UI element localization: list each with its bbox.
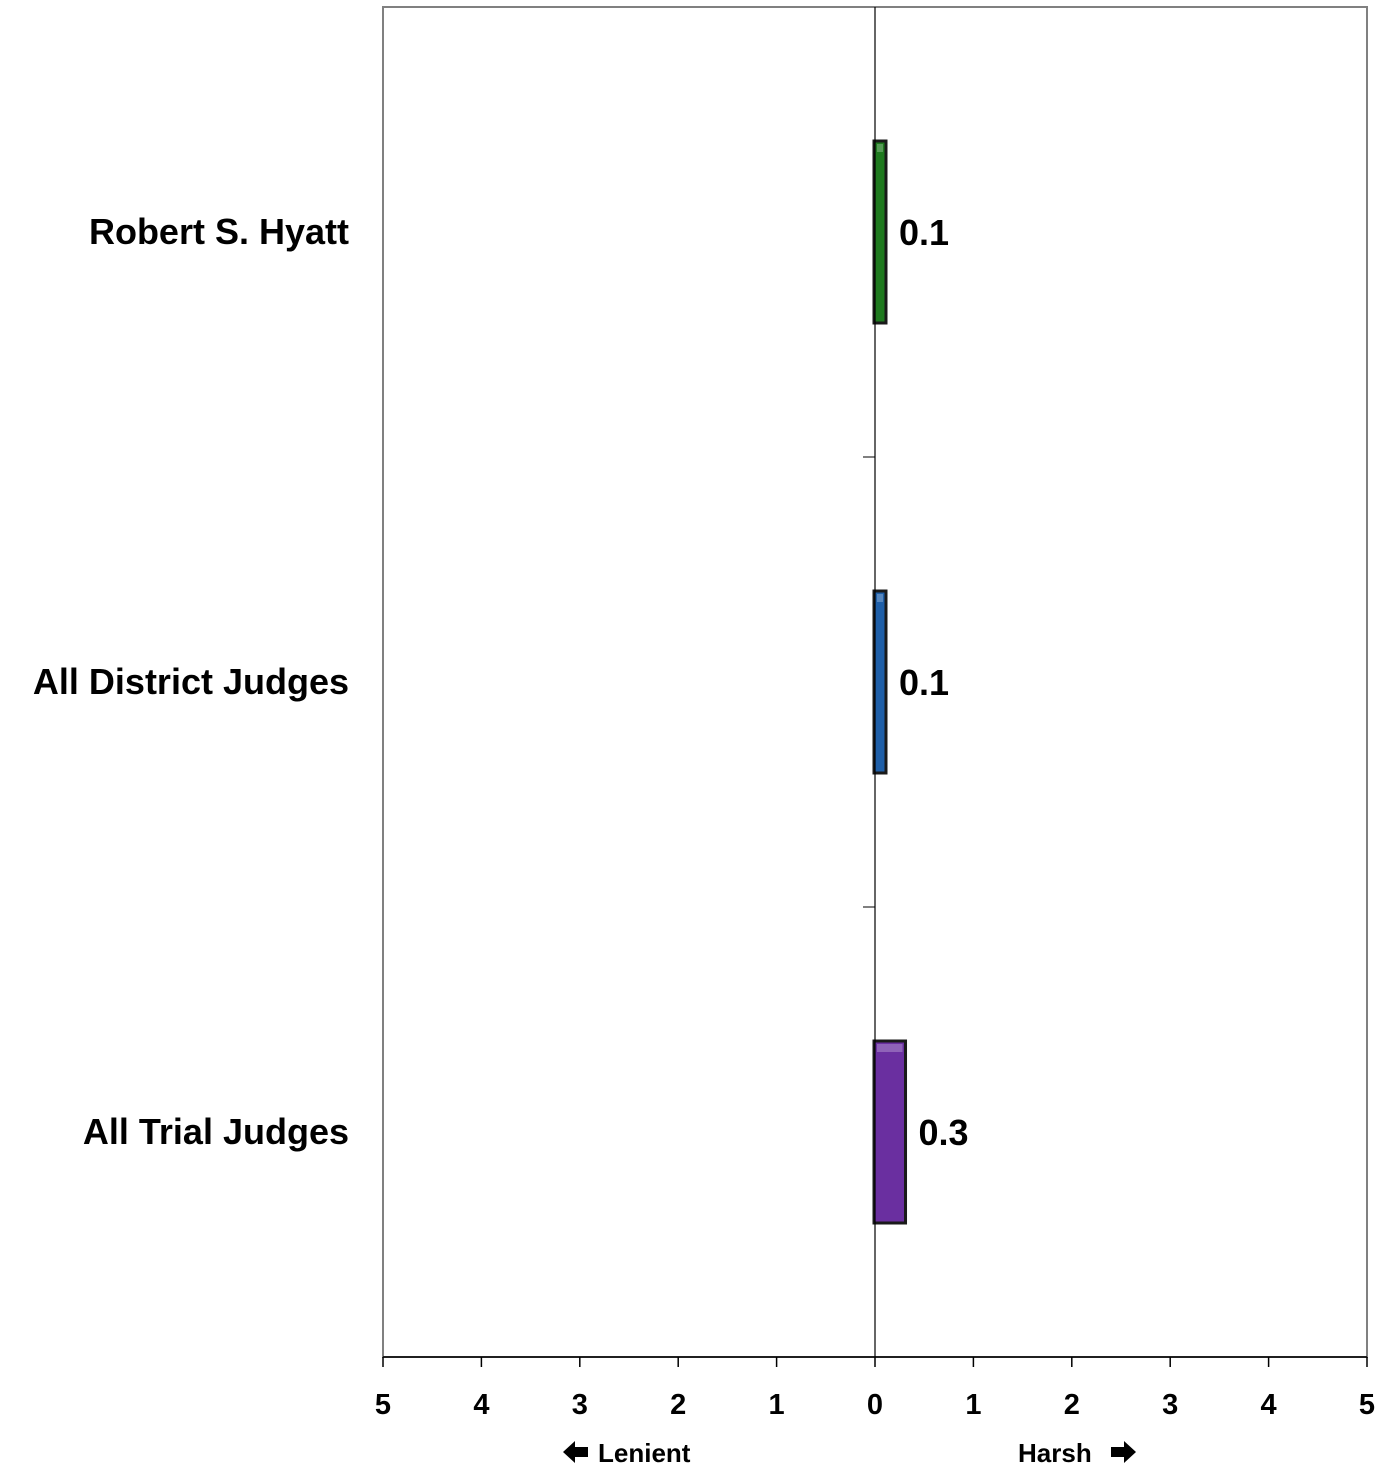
category-label: Robert S. Hyatt (89, 211, 349, 252)
value-label: 0.3 (919, 1112, 969, 1153)
bar-highlight (877, 144, 883, 152)
x-tick-label: 4 (473, 1389, 489, 1421)
category-label: All District Judges (33, 661, 349, 702)
harsh-direction-label: Harsh (1018, 1438, 1136, 1466)
right-arrow-icon (1111, 1441, 1136, 1463)
lenient-direction-label: Lenient (563, 1438, 691, 1466)
bar-highlight (877, 1044, 903, 1052)
bar-highlight (877, 594, 883, 602)
bar-robert-s-hyatt (872, 139, 888, 325)
value-label: 0.1 (899, 662, 949, 703)
bar-all-district-judges (872, 589, 888, 775)
x-tick-label: 4 (1261, 1389, 1277, 1421)
x-tick-label: 1 (769, 1389, 785, 1421)
lenient-label: Lenient (598, 1438, 691, 1466)
x-tick-label: 5 (375, 1389, 391, 1421)
x-tick-label: 0 (867, 1389, 883, 1421)
x-tick-label: 1 (965, 1389, 981, 1421)
category-label: All Trial Judges (83, 1111, 349, 1152)
harsh-label: Harsh (1018, 1438, 1092, 1466)
x-tick-label: 3 (572, 1389, 588, 1421)
x-tick-label: 3 (1162, 1389, 1178, 1421)
value-label: 0.1 (899, 212, 949, 253)
x-tick-label: 2 (1064, 1389, 1080, 1421)
x-tick-label: 2 (670, 1389, 686, 1421)
x-tick-label: 5 (1359, 1389, 1375, 1421)
bar-all-trial-judges (872, 1039, 908, 1225)
left-arrow-icon (563, 1441, 588, 1463)
